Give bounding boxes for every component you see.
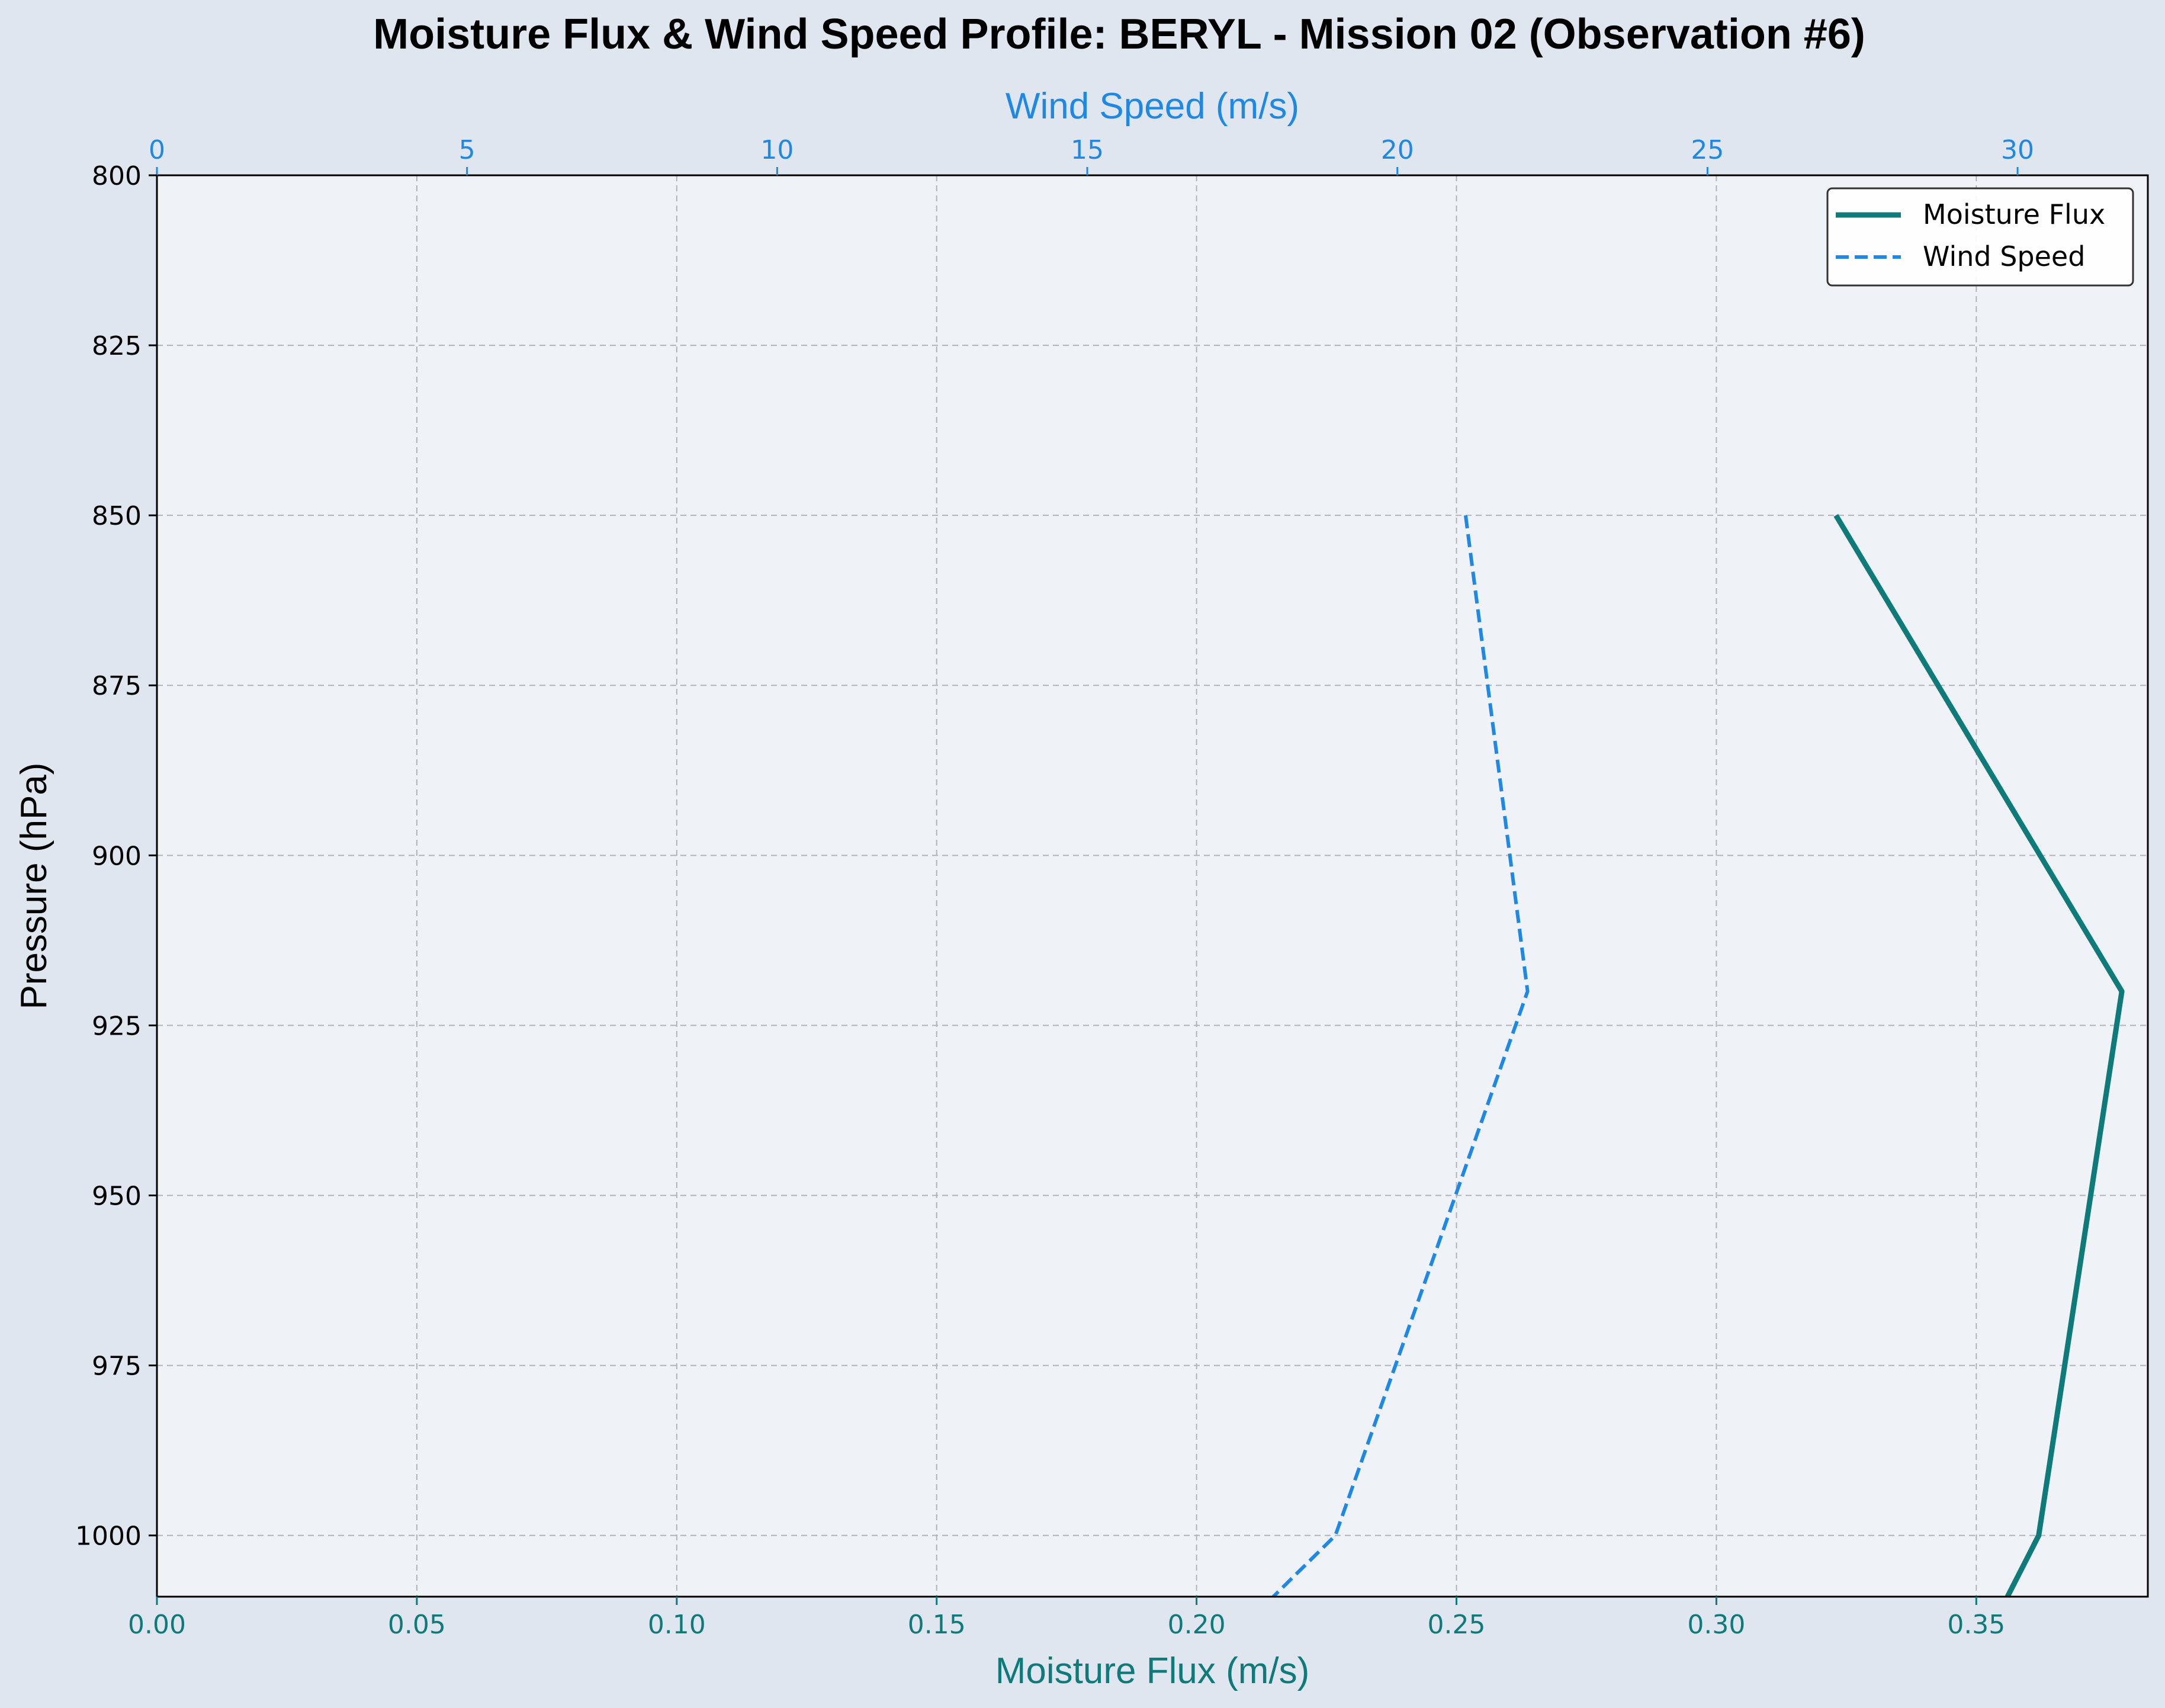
x2-tick-label: 5: [459, 135, 476, 165]
x-tick-label: 0.00: [128, 1610, 186, 1640]
legend-label-moisture-flux: Moisture Flux: [1923, 198, 2105, 230]
x2-tick-label: 30: [2001, 135, 2034, 165]
series-layer: [1272, 513, 2125, 1598]
chart-title: Moisture Flux & Wind Speed Profile: BERY…: [373, 11, 1865, 58]
x2-tick-label: 20: [1381, 135, 1414, 165]
axis-layer: 0.00 0.05 0.10 0.15 0.20 0.25 0.30 0.35 0 5 10 15 20…: [75, 135, 2034, 1640]
x2-tick-label: 10: [760, 135, 794, 165]
x2-tick-label: 0: [149, 135, 165, 165]
legend-label-wind-speed: Wind Speed: [1923, 240, 2085, 272]
plot-frame: [156, 174, 2149, 1598]
x-tick-label: 0.30: [1687, 1610, 1745, 1640]
x2-tick-label: 15: [1071, 135, 1104, 165]
x2-tick-label: 25: [1691, 135, 1724, 165]
y-tick-label: 975: [92, 1351, 142, 1382]
x-axis-label: Moisture Flux (m/s): [995, 1651, 1309, 1691]
y-tick-label: 925: [92, 1011, 142, 1041]
wind-speed-line: [1272, 515, 1530, 1598]
y-tick-label: 950: [92, 1181, 142, 1211]
x2-axis-label: Wind Speed (m/s): [1006, 86, 1299, 127]
x-tick-label: 0.15: [908, 1610, 966, 1640]
legend-box: [1826, 187, 2134, 287]
y-tick-label: 825: [92, 331, 142, 361]
x-tick-label: 0.25: [1428, 1610, 1486, 1640]
grid-layer: [157, 175, 2148, 1597]
x-tick-label: 0.20: [1168, 1610, 1226, 1640]
legend: Moisture Flux Wind Speed: [1826, 187, 2134, 287]
y-tick-label: 875: [92, 671, 142, 701]
moisture-flux-line: [1833, 513, 2125, 1598]
y-tick-label: 850: [92, 501, 142, 531]
x-tick-label: 0.10: [648, 1610, 706, 1640]
plot-area: [157, 175, 2148, 1597]
y-axis-label: Pressure (hPa): [14, 763, 54, 1010]
y-tick-label: 1000: [75, 1521, 142, 1552]
y-tick-label: 800: [92, 161, 142, 191]
y-tick-label: 900: [92, 841, 142, 871]
x-tick-label: 0.05: [388, 1610, 446, 1640]
x-tick-label: 0.35: [1947, 1610, 2005, 1640]
